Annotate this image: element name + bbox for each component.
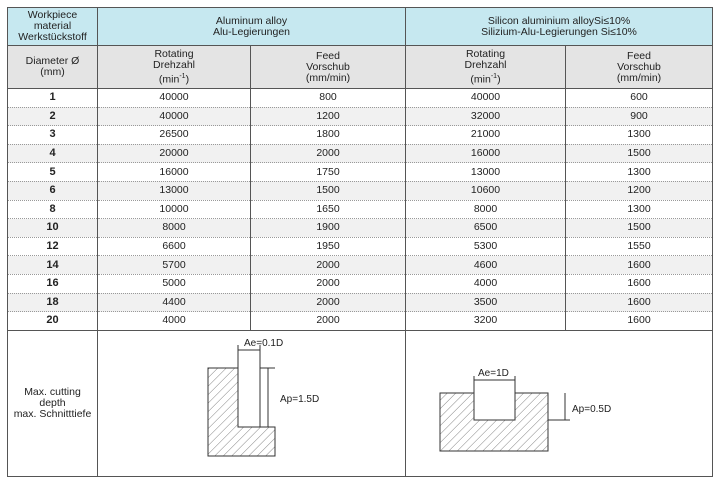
data-row: 1 40000 800 40000 600 — [7, 88, 714, 108]
cell: 1200 — [564, 180, 714, 201]
data-row: 3 26500 1800 21000 1300 — [7, 125, 714, 145]
data-row: 4 20000 2000 16000 1500 — [7, 143, 714, 164]
cell: 2000 — [250, 143, 406, 164]
diagram-slot-milling — [439, 376, 570, 452]
cell: 10 — [7, 218, 98, 238]
data-row: 6 13000 1500 10600 1200 — [7, 180, 714, 201]
unit-exponent: -1 — [490, 72, 498, 80]
header-cell: Silicon aluminium alloySi≤10% Silizium-A… — [404, 7, 714, 46]
data-row: 5 16000 1750 13000 1300 — [7, 162, 714, 182]
cell: 13000 — [97, 180, 251, 201]
rotating-label: Rotating Drehzahl — [152, 47, 196, 71]
cell: 40000 — [97, 106, 251, 127]
ae-label: Ae=0.1D — [244, 338, 283, 349]
cutting-data-table: Workpiece material Werkstückstoff Aluminu… — [7, 7, 714, 477]
data-row: 20 4000 2000 3200 1600 — [7, 311, 714, 331]
subheader-row: Diameter Ø (mm) Rotating Drehzahl (min-1)… — [7, 45, 714, 89]
unit: (min — [158, 73, 180, 86]
cell: 18 — [7, 292, 98, 313]
header-cell: Rotating Drehzahl (min-1) — [405, 45, 566, 89]
header-cell: Rotating Drehzahl (min-1) — [97, 45, 251, 89]
header-row: Workpiece material Werkstückstoff Aluminu… — [7, 7, 714, 46]
header-cell: Feed Vorschub (mm/min) — [250, 45, 406, 89]
header-cell: Diameter Ø (mm) — [7, 45, 98, 89]
cell: 5700 — [97, 255, 251, 275]
data-row: 8 10000 1650 8000 1300 — [7, 199, 714, 220]
data-row: 12 6600 1950 5300 1550 — [7, 236, 714, 257]
diagram-side-milling — [207, 345, 276, 457]
unit-exponent: -1 — [179, 72, 186, 80]
footer-row: Max. cutting depth max. Schnitttiefe — [7, 329, 714, 477]
cell: 1900 — [250, 218, 406, 238]
data-row: 16 5000 2000 4000 1600 — [7, 273, 714, 294]
cell: 1500 — [564, 218, 714, 238]
cell: 4400 — [97, 292, 251, 313]
cell: 14 — [7, 255, 98, 275]
unit: (min — [470, 73, 491, 86]
unit: ) — [185, 73, 190, 86]
rotating-label: Rotating Drehzahl — [464, 47, 507, 71]
ap-label: Ap=0.5D — [572, 404, 611, 415]
cell: 16000 — [405, 143, 566, 164]
header-cell: Workpiece material Werkstückstoff — [7, 7, 98, 46]
cell: 3500 — [405, 292, 566, 313]
data-row: 14 5700 2000 4600 1600 — [7, 255, 714, 275]
ae-label: Ae=1D — [478, 368, 509, 379]
cell: 900 — [564, 106, 714, 127]
cell: 1600 — [564, 255, 714, 275]
unit: ) — [497, 73, 501, 86]
cell: 2000 — [250, 255, 406, 275]
cell: 4600 — [405, 255, 566, 275]
data-row: 10 8000 1900 6500 1500 — [7, 218, 714, 238]
cell: 2000 — [250, 292, 406, 313]
header-cell: Feed Vorschub (mm/min) — [564, 45, 714, 89]
data-row: 2 40000 1200 32000 900 — [7, 106, 714, 127]
cell: 1600 — [564, 292, 714, 313]
ap-label: Ap=1.5D — [280, 394, 319, 405]
header-cell: Aluminum alloy Alu-Legierungen — [97, 7, 406, 46]
cell: 1500 — [250, 180, 406, 201]
data-row: 18 4400 2000 3500 1600 — [7, 292, 714, 313]
cell: 1600 — [564, 273, 714, 294]
